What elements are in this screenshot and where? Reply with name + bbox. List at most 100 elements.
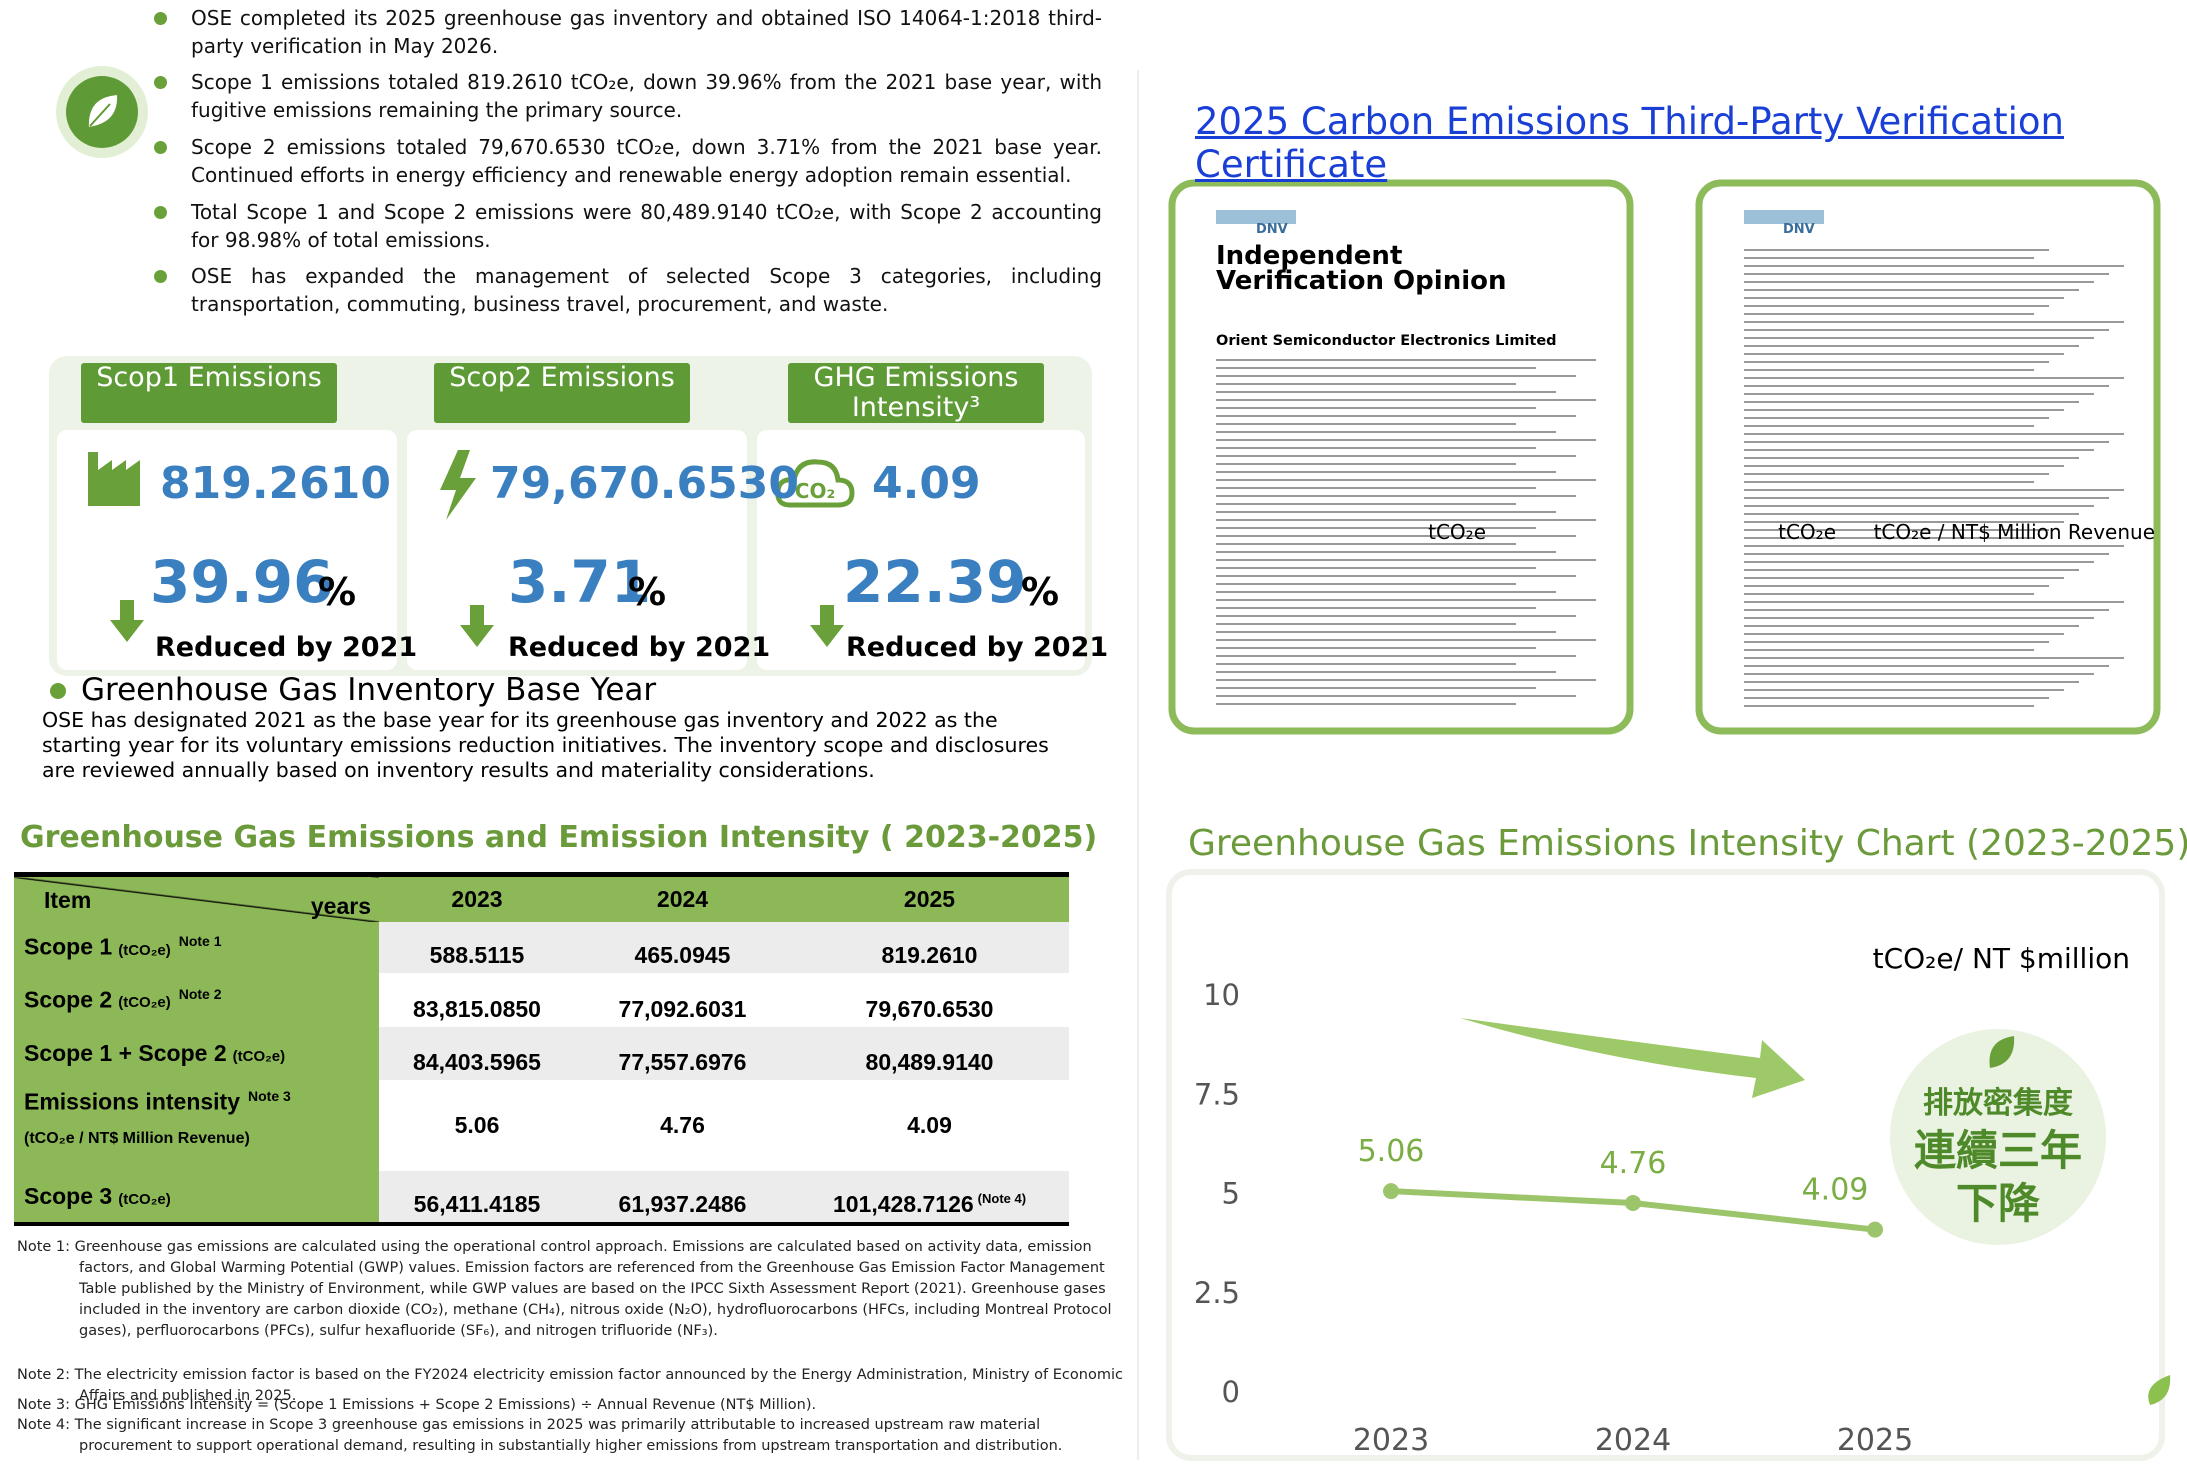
- down-arrows: [110, 600, 844, 647]
- row-value-text: 4.76: [660, 1111, 705, 1138]
- row-unit: (tCO₂e): [118, 1190, 171, 1208]
- x-tick-label: 2023: [1353, 1423, 1429, 1458]
- header-item: Item years: [14, 874, 379, 922]
- bullet-dot: [154, 76, 167, 89]
- row-note: Note 2: [178, 985, 222, 1002]
- note: Note 1: Greenhouse gas emissions are cal…: [17, 1239, 1112, 1339]
- header-years-label: years: [310, 892, 371, 919]
- certificate-logo: DNV: [1256, 222, 1288, 237]
- row-value-text: 77,557.6976: [618, 1048, 747, 1075]
- card-value: 819.2610: [160, 458, 392, 509]
- card-unit: tCO₂e / NT$ Million Revenue: [1873, 520, 2155, 544]
- row-item-label: Scope 1 + Scope 2: [24, 1039, 227, 1066]
- header-year-label: 2025: [903, 885, 956, 912]
- card-title: Scop1 Emissions: [81, 363, 337, 423]
- badge: [1890, 1029, 2106, 1245]
- row-item-label: Scope 3: [24, 1182, 113, 1209]
- card-percent-sign: %: [1021, 570, 1060, 614]
- note: Note 2: The electricity emission factor …: [17, 1367, 1123, 1404]
- row-unit: (tCO₂e / NT$ Million Revenue): [24, 1129, 250, 1147]
- y-tick-label: 10: [1203, 978, 1240, 1012]
- point: [1383, 1183, 1399, 1200]
- row-value-text: 588.5115: [429, 941, 525, 968]
- chart-title: Greenhouse Gas Emissions Intensity Chart…: [1188, 823, 2187, 864]
- row-value-text: 84,403.5965: [413, 1048, 541, 1075]
- emissions-table: Item years 2023 2024 2025 Scope 1 (tCO₂e) Note …: [14, 872, 1069, 1226]
- data-label: 5.06: [1358, 1134, 1425, 1169]
- row-value-text: 83,815.0850: [413, 995, 541, 1022]
- row-value: 588.5115: [379, 922, 575, 973]
- card-percent-sign: %: [628, 570, 667, 614]
- row-value-text: 5.06: [454, 1111, 500, 1138]
- y-tick-label: 7.5: [1194, 1077, 1240, 1111]
- chart-panel: [1166, 869, 2165, 1461]
- card-title: GHG Emissions Intensity³: [788, 363, 1044, 423]
- bullet-text: Total Scope 1 and Scope 2 emissions were…: [191, 200, 1102, 252]
- corner-leaf: [2148, 1375, 2171, 1405]
- row-value-text: 80,489.9140: [865, 1048, 994, 1075]
- row-item: Scope 1 + Scope 2 (tCO₂e): [14, 1026, 379, 1080]
- y-tick-label: 2.5: [1194, 1276, 1240, 1310]
- header-year: 2025: [790, 875, 1069, 922]
- card-percent: 39.96: [150, 548, 334, 616]
- row-value-text: 61,937.2486: [618, 1190, 747, 1217]
- header-item-label: Item: [44, 887, 92, 913]
- bolt-icon: [440, 450, 476, 520]
- row-value: 79,670.6530: [790, 973, 1069, 1027]
- row-item-label: Emissions intensity: [24, 1088, 241, 1115]
- card-value: 79,670.6530: [490, 458, 799, 509]
- dnv-bar: [1216, 210, 1296, 224]
- row-item: Scope 1 (tCO₂e) Note 1: [14, 921, 379, 973]
- badge-leaf: [1989, 1036, 2015, 1068]
- badge-text: 下降: [1956, 1179, 2040, 1228]
- bullet-text: Scope 1 emissions totaled 819.2610 tCO₂e…: [191, 70, 1102, 122]
- x-tick-label: 2025: [1837, 1423, 1913, 1458]
- row-value: 56,411.4185: [379, 1171, 575, 1224]
- row-item: Scope 2 (tCO₂e) Note 2: [14, 972, 379, 1027]
- row-unit: (tCO₂e): [118, 994, 171, 1012]
- card-title: Scop2 Emissions: [434, 363, 690, 423]
- header-year-label: 2024: [656, 885, 709, 912]
- row-unit: (tCO₂e): [118, 941, 171, 959]
- header-year: 2024: [575, 875, 790, 922]
- row-note: Note 3: [248, 1088, 291, 1105]
- section-text: OSE has designated 2021 as the base year…: [42, 708, 1049, 782]
- section-heading: Greenhouse Gas Inventory Base Year: [81, 672, 657, 708]
- note: Note 4: The significant increase in Scop…: [17, 1417, 1063, 1454]
- row-value: 80,489.9140: [790, 1027, 1069, 1080]
- header-year: 2023: [379, 875, 575, 922]
- badge-text: 排放密集度: [1923, 1086, 2073, 1121]
- co2-icon-text: CO₂: [795, 479, 835, 503]
- point: [1625, 1195, 1641, 1212]
- row-value: 4.09: [790, 1080, 1069, 1171]
- certificate-heading: Independent Verification Opinion: [1216, 241, 1507, 296]
- row-value: 77,557.6976: [575, 1027, 790, 1080]
- card: [407, 430, 747, 670]
- leaf: [86, 92, 120, 130]
- bullet-dot: [154, 12, 167, 25]
- row-value-text: 101,428.7126: [832, 1190, 974, 1217]
- row-value: 819.2610: [790, 922, 1069, 973]
- card: [57, 430, 397, 670]
- bullet-dot: [154, 270, 167, 283]
- table-title: Greenhouse Gas Emissions and Emission In…: [20, 820, 1098, 855]
- bullet-text: Scope 2 emissions totaled 79,670.6530 tC…: [191, 135, 1102, 187]
- certificate-title[interactable]: 2025 Carbon Emissions Third-Party Verifi…: [1195, 100, 2064, 186]
- row-value: 84,403.5965: [379, 1027, 575, 1080]
- row-item: Emissions intensity Note 3 (tCO₂e / NT$ Mi…: [14, 1079, 379, 1171]
- badge-text: 連續三年: [1914, 1126, 2082, 1175]
- row-value: 77,092.6031: [575, 973, 790, 1027]
- card: [757, 430, 1085, 670]
- note: Note 3: GHG Emissions Intensity = (Scope…: [17, 1397, 817, 1413]
- header-year-label: 2023: [451, 885, 503, 912]
- x-tick-label: 2024: [1595, 1423, 1671, 1458]
- card-percent: 22.39: [843, 548, 1027, 616]
- row-value: 4.76: [575, 1080, 790, 1171]
- data-label: 4.09: [1802, 1173, 1869, 1208]
- row-value: 465.0945: [575, 922, 790, 973]
- row-unit: (tCO₂e): [232, 1047, 286, 1065]
- bullet-dot: [154, 141, 167, 154]
- row-item-label: Scope 1: [24, 933, 113, 960]
